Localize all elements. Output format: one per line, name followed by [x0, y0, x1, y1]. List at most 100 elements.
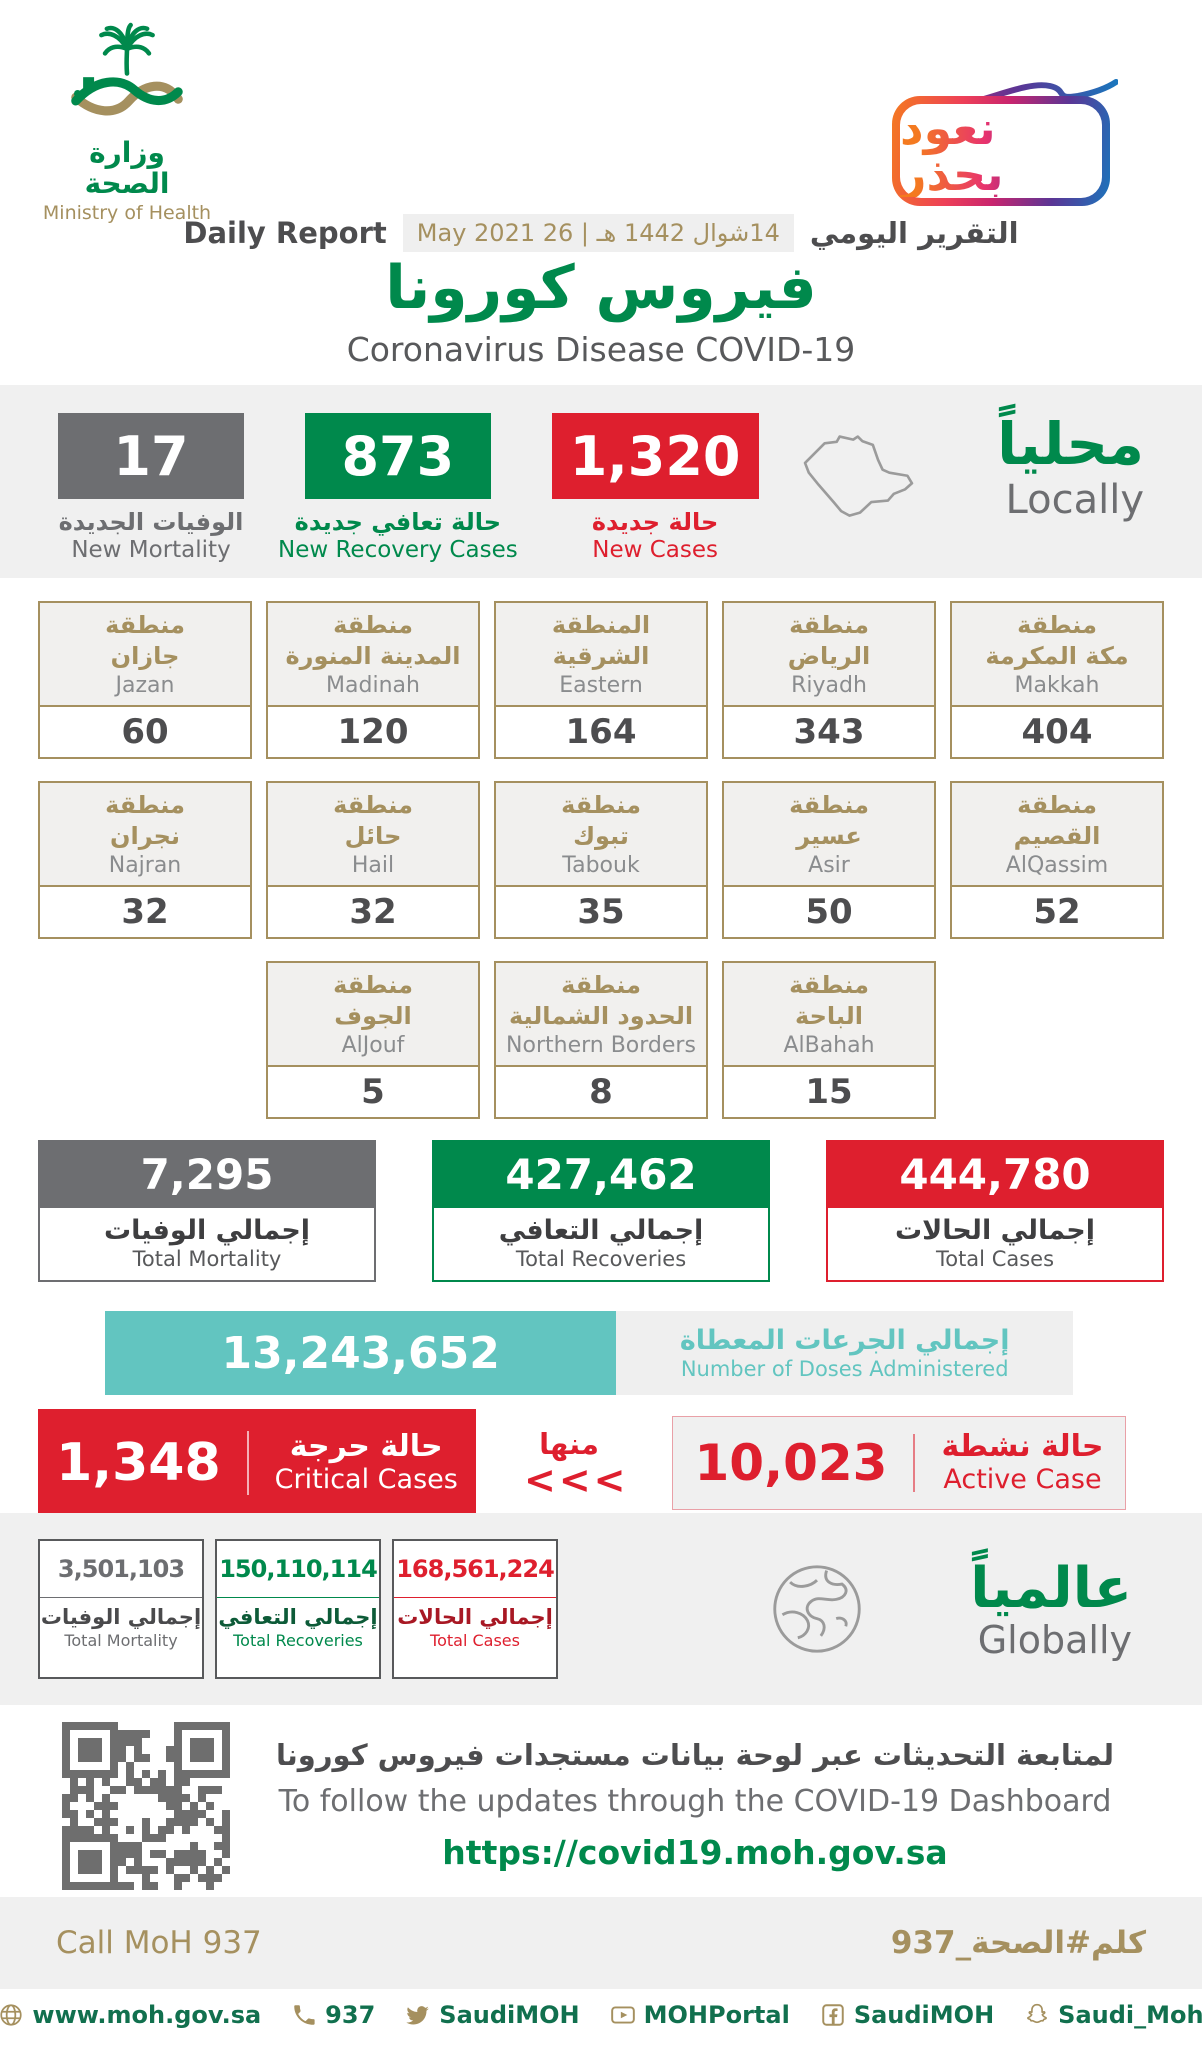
twitter-icon	[406, 2006, 430, 2025]
return-with-caution-badge: نعود بحذر	[892, 78, 1118, 206]
twitter-link[interactable]: SaudiMOH	[405, 2001, 580, 2029]
youtube-icon	[610, 2006, 635, 2024]
locally-label-en: Locally	[1005, 476, 1144, 523]
global-cases-label-ar: إجمالي الحالات	[397, 1605, 553, 1629]
daily-report-label-ar: التقرير اليومي	[809, 216, 1019, 250]
region-value: 164	[565, 712, 637, 752]
global-recoveries-value: 150,110,114	[217, 1541, 379, 1598]
ministry-name-english: Ministry of Health	[42, 201, 212, 224]
region-card-northern-borders: منطقة الحدود الشمالية Northern Borders 8	[494, 961, 708, 1119]
new-cases-value: 1,320	[551, 413, 759, 499]
region-name-en: Riyadh	[791, 673, 867, 699]
active-label-ar: حالة نشطة	[941, 1428, 1104, 1464]
region-card-riyadh: منطقة الرياض Riyadh 343	[722, 601, 936, 759]
locally-label: محلياً Locally	[997, 411, 1144, 522]
new-cases-label-ar: حالة جديدة	[591, 508, 719, 536]
region-name-en: Northern Borders	[506, 1033, 696, 1059]
daily-report-label-en: Daily Report	[183, 216, 387, 250]
region-value: 5	[361, 1072, 385, 1112]
region-card-madinah: منطقة المدينة المنورة Madinah 120	[266, 601, 480, 759]
badge-text: نعود بحذر	[900, 105, 1102, 197]
report-date: 14شوال 1442 هـ | 26 May 2021	[402, 214, 794, 252]
total-mortality-label-ar: إجمالي الوفيات	[103, 1215, 311, 1246]
divider	[246, 1430, 249, 1495]
ministry-name-arabic: وزارة الصحة	[84, 136, 170, 200]
region-value: 32	[121, 892, 169, 932]
region-name-en: Asir	[808, 853, 850, 879]
global-recoveries-label-ar: إجمالي التعافي	[218, 1605, 378, 1629]
global-mortality-label-ar: إجمالي الوفيات	[40, 1605, 202, 1629]
locally-label-ar: محلياً	[997, 410, 1144, 478]
region-value: 35	[577, 892, 625, 932]
region-value: 120	[337, 712, 409, 752]
region-name-en: AlQassim	[1005, 853, 1109, 879]
total-recoveries-card: 427,462 إجمالي التعافي Total Recoveries	[432, 1140, 770, 1283]
total-mortality-label-en: Total Mortality	[132, 1247, 282, 1272]
global-mortality-card: 3,501,103 إجمالي الوفيات Total Mortality	[38, 1539, 204, 1679]
critical-label-ar: حالة حرجة	[289, 1428, 443, 1464]
global-cases-label-en: Total Cases	[430, 1631, 520, 1651]
region-card-aljouf: منطقة الجوف AlJouf 5	[266, 961, 480, 1119]
region-value: 60	[121, 712, 169, 752]
critical-cases-box: 1,348 حالة حرجة Critical Cases	[38, 1408, 476, 1517]
facebook-link[interactable]: SaudiMOH	[820, 2001, 994, 2029]
total-cases-label-en: Total Cases	[935, 1247, 1055, 1272]
global-recoveries-card: 150,110,114 إجمالي التعافي Total Recover…	[215, 1539, 381, 1679]
facebook-icon	[822, 2004, 844, 2026]
total-recoveries-label-ar: إجمالي التعافي	[498, 1215, 704, 1246]
region-value: 8	[589, 1072, 613, 1112]
website-link[interactable]: www.moh.gov.sa	[0, 2001, 261, 2029]
region-name-en: Madinah	[326, 673, 420, 699]
global-recoveries-label-en: Total Recoveries	[233, 1631, 363, 1651]
doses-value: 13,243,652	[105, 1311, 617, 1395]
footer-band: Call MoH 937 كلم#الصحة_937	[0, 1897, 1202, 1989]
global-cases-card: 168,561,224 إجمالي الحالات Total Cases	[392, 1539, 558, 1679]
new-cases-label-en: New Cases	[592, 536, 718, 563]
moh-logo: وزارة الصحة Ministry of Health	[42, 20, 212, 224]
total-cases-value: 444,780	[828, 1142, 1162, 1208]
qr-code	[62, 1722, 230, 1890]
globally-label: عالمياً Globally	[970, 1555, 1132, 1663]
active-label-en: Active Case	[943, 1464, 1102, 1496]
of-which-label-ar: منها	[539, 1426, 599, 1461]
critical-label-en: Critical Cases	[274, 1464, 458, 1496]
of-which-connector: منها <<<	[524, 1426, 629, 1502]
locally-section: 17 الوفيات الجديدة New Mortality 873 حال…	[0, 385, 1202, 578]
dashboard-text-ar: لمتابعة التحديثات عبر لوحة بيانات مستجدا…	[276, 1738, 1114, 1772]
dashboard-url-link[interactable]: https://covid19.moh.gov.sa	[442, 1833, 948, 1872]
total-cases-card: 444,780 إجمالي الحالات Total Cases	[826, 1140, 1164, 1283]
snapchat-link[interactable]: Saudi_Moh	[1024, 2001, 1202, 2029]
globally-label-ar: عالمياً	[970, 1555, 1132, 1621]
region-card-hail: منطقة حائل Hail 32	[266, 781, 480, 939]
region-card-makkah: منطقة مكة المكرمة Makkah 404	[950, 601, 1164, 759]
youtube-link[interactable]: MOHPortal	[610, 2001, 790, 2029]
region-value: 52	[1033, 892, 1081, 932]
report-header-row: Daily Report 14شوال 1442 هـ | 26 May 202…	[0, 214, 1202, 252]
new-mortality-value: 17	[58, 413, 244, 499]
social-links-bar: www.moh.gov.sa 937 SaudiMOH MOHPortal Sa…	[0, 1998, 1202, 2032]
active-cases-value: 10,023	[694, 1433, 888, 1492]
doses-label-ar: إجمالي الجرعات المعطاة	[679, 1324, 1010, 1356]
globally-label-en: Globally	[977, 1618, 1132, 1663]
page-title-arabic: فيروس كورونا	[385, 253, 817, 323]
region-card-alqassim: منطقة القصيم AlQassim 52	[950, 781, 1164, 939]
divider	[913, 1433, 916, 1492]
new-cases-stat: 1,320 حالة جديدة New Cases	[551, 413, 759, 564]
region-name-en: Makkah	[1014, 673, 1100, 699]
total-mortality-card: 7,295 إجمالي الوفيات Total Mortality	[38, 1140, 376, 1283]
dashboard-text-en: To follow the updates through the COVID-…	[278, 1784, 1112, 1819]
snapchat-icon	[1027, 2003, 1048, 2024]
global-cases-value: 168,561,224	[394, 1541, 556, 1598]
region-card-asir: منطقة عسير Asir 50	[722, 781, 936, 939]
globe-icon	[0, 2004, 23, 2026]
phone-link[interactable]: 937	[291, 2001, 375, 2029]
total-recoveries-value: 427,462	[434, 1142, 768, 1208]
new-recovery-label-ar: حالة تعافي جديدة	[294, 508, 502, 536]
globe-icon	[773, 1565, 861, 1653]
region-name-en: Jazan	[115, 673, 175, 699]
saudi-arabia-map-icon	[803, 435, 913, 517]
active-cases-box: 10,023 حالة نشطة Active Case	[672, 1415, 1126, 1510]
left-chevrons-icon: <<<	[524, 1457, 629, 1502]
new-mortality-label-en: New Mortality	[71, 536, 231, 563]
